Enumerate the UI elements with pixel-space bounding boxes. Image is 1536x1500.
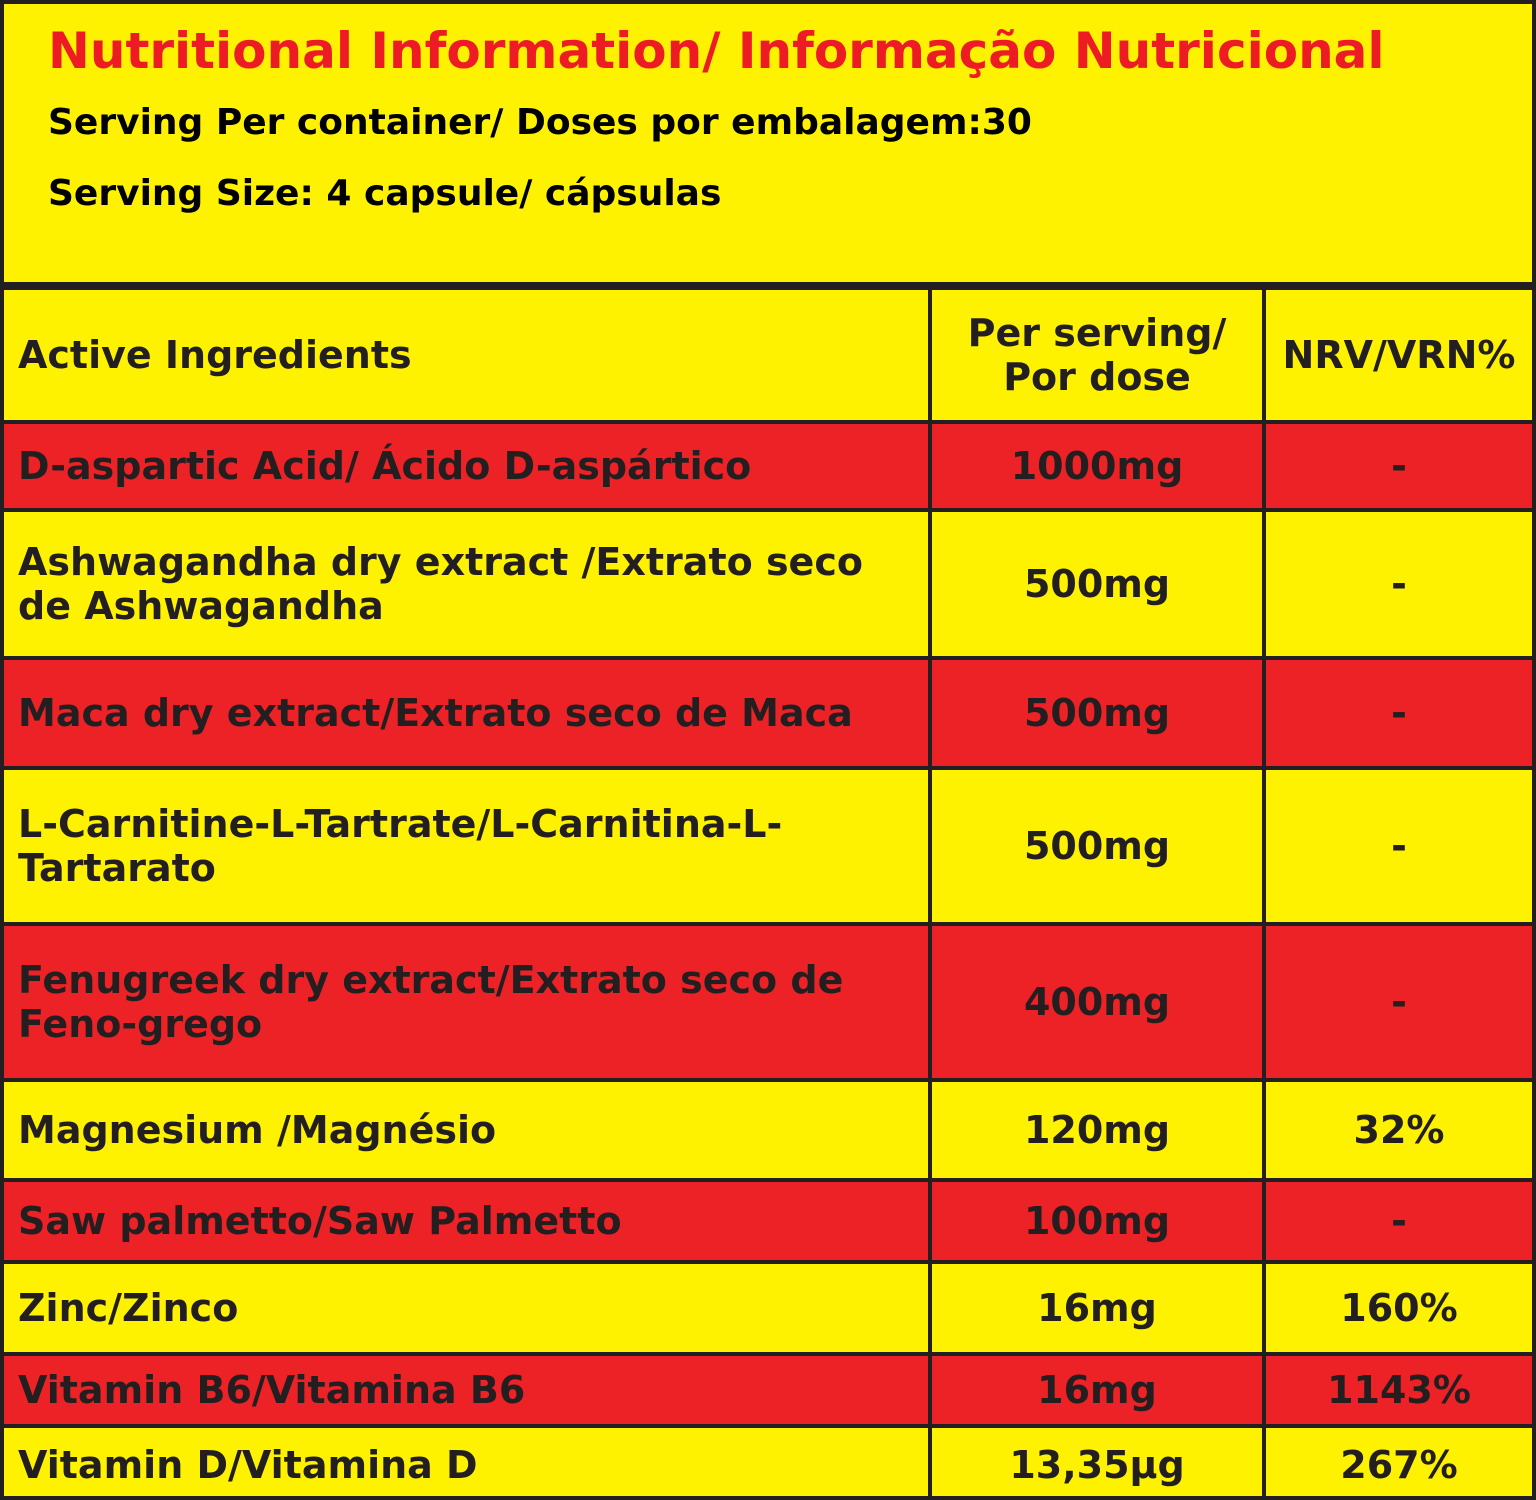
nrv: 32% xyxy=(1262,1078,1532,1182)
column-header: Active Ingredients xyxy=(4,286,932,424)
amount: 13,35µg xyxy=(928,1424,1266,1500)
nrv: - xyxy=(1262,508,1532,660)
amount: 500mg xyxy=(928,766,1266,926)
amount: 500mg xyxy=(928,508,1266,660)
amount: 120mg xyxy=(928,1078,1266,1182)
ingredient: Ashwagandha dry extract /Extrato seco de… xyxy=(4,508,932,660)
nrv: - xyxy=(1262,1178,1532,1264)
column-header: Per serving/ Por dose xyxy=(928,286,1266,424)
ingredient: L-Carnitine-L-Tartrate/L-Carnitina-L-Tar… xyxy=(4,766,932,926)
nrv: 267% xyxy=(1262,1424,1532,1500)
servings: Serving Per container/ Doses por embalag… xyxy=(48,102,1032,143)
amount: 100mg xyxy=(928,1178,1266,1264)
nutrition-table: Active Ingredients Per serving/ Por dose N… xyxy=(4,286,1532,1500)
nrv: - xyxy=(1262,922,1532,1082)
table-row: Maca dry extract/Extrato seco de Maca 500… xyxy=(4,656,1532,770)
ingredient: Zinc/Zinco xyxy=(4,1260,932,1356)
nrv: - xyxy=(1262,420,1532,512)
table-row: D-aspartic Acid/ Ácido D-aspártico 1000mg… xyxy=(4,420,1532,512)
amount: 16mg xyxy=(928,1352,1266,1428)
nrv: 1143% xyxy=(1262,1352,1532,1428)
ingredient: Saw palmetto/Saw Palmetto xyxy=(4,1178,932,1264)
amount: 500mg xyxy=(928,656,1266,770)
table-row: Ashwagandha dry extract /Extrato seco de… xyxy=(4,508,1532,660)
amount: 16mg xyxy=(928,1260,1266,1356)
table-row: Vitamin D/Vitamina D 13,35µg 267% xyxy=(4,1424,1532,1500)
nrv: 160% xyxy=(1262,1260,1532,1356)
nrv: - xyxy=(1262,766,1532,926)
amount: 1000mg xyxy=(928,420,1266,512)
table-row: Saw palmetto/Saw Palmetto 100mg - xyxy=(4,1178,1532,1264)
header: Nutritional Information/ Informação Nutr… xyxy=(4,4,1532,286)
amount: 400mg xyxy=(928,922,1266,1082)
ingredient: Vitamin B6/Vitamina B6 xyxy=(4,1352,932,1428)
serving-size: Serving Size: 4 capsule/ cápsulas xyxy=(48,173,722,214)
header-row: Active Ingredients Per serving/ Por dose N… xyxy=(4,286,1532,424)
table-row: Vitamin B6/Vitamina B6 16mg 1143% xyxy=(4,1352,1532,1428)
table-row: Magnesium /Magnésio 120mg 32% xyxy=(4,1078,1532,1182)
table-row: L-Carnitine-L-Tartrate/L-Carnitina-L-Tar… xyxy=(4,766,1532,926)
title: Nutritional Information/ Informação Nutr… xyxy=(48,22,1385,80)
ingredient: Vitamin D/Vitamina D xyxy=(4,1424,932,1500)
column-header: NRV/VRN% xyxy=(1262,286,1532,424)
ingredient: D-aspartic Acid/ Ácido D-aspártico xyxy=(4,420,932,512)
ingredient: Maca dry extract/Extrato seco de Maca xyxy=(4,656,932,770)
table-row: Zinc/Zinco 16mg 160% xyxy=(4,1260,1532,1356)
ingredient: Fenugreek dry extract/Extrato seco de Fe… xyxy=(4,922,932,1082)
nrv: - xyxy=(1262,656,1532,770)
ingredient: Magnesium /Magnésio xyxy=(4,1078,932,1182)
table-row: Fenugreek dry extract/Extrato seco de Fe… xyxy=(4,922,1532,1082)
